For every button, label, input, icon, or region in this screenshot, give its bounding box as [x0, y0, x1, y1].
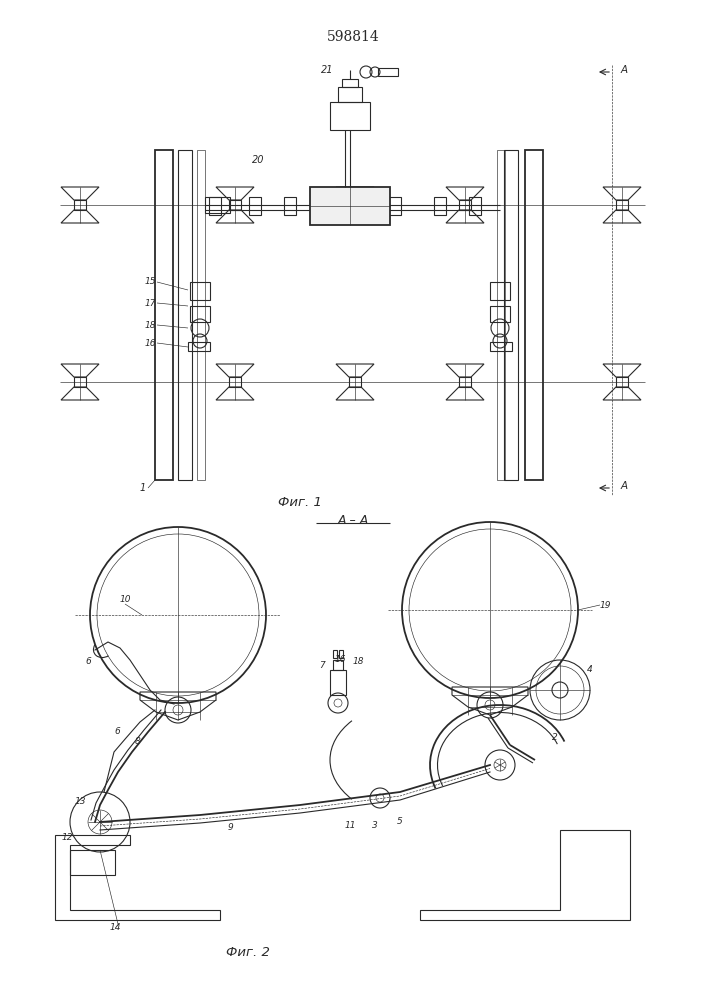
Text: 6: 6 [85, 658, 91, 666]
Bar [229, 377, 241, 387]
Text: 11: 11 [344, 820, 356, 830]
Text: А: А [621, 65, 628, 75]
Text: 10: 10 [119, 595, 131, 604]
Bar [338, 87, 362, 102]
Bar [310, 187, 390, 225]
Bar [490, 342, 512, 351]
Bar [389, 197, 401, 215]
Bar [209, 197, 221, 215]
Text: 6: 6 [115, 728, 120, 736]
Bar [330, 102, 370, 130]
Text: Фиг. 1: Фиг. 1 [278, 495, 322, 508]
Text: 20: 20 [252, 155, 264, 165]
Text: Фиг. 2: Фиг. 2 [226, 946, 270, 958]
Bar [504, 150, 518, 480]
Text: 18: 18 [352, 658, 363, 666]
Text: 16: 16 [334, 656, 346, 664]
Bar [525, 150, 543, 480]
Text: 15: 15 [144, 277, 156, 286]
Bar [190, 282, 210, 300]
Bar [70, 850, 115, 875]
Bar [284, 197, 296, 215]
Text: А – А: А – А [337, 514, 368, 526]
Bar [74, 200, 86, 210]
Text: 12: 12 [62, 834, 73, 842]
Bar [197, 150, 205, 480]
Bar [74, 377, 86, 387]
Text: 9: 9 [227, 824, 233, 832]
Bar [378, 68, 398, 76]
Bar [333, 650, 337, 658]
Bar [188, 342, 210, 351]
Bar [229, 200, 241, 210]
Text: 2: 2 [552, 734, 558, 742]
Bar [330, 670, 346, 695]
Bar [349, 377, 361, 387]
Text: 1: 1 [140, 483, 146, 493]
Bar [497, 150, 505, 480]
Bar [459, 200, 471, 210]
Bar [155, 150, 173, 480]
Bar [333, 660, 343, 670]
Bar [205, 197, 230, 213]
Text: А: А [621, 481, 628, 491]
Bar [459, 377, 471, 387]
Bar [249, 197, 261, 215]
Text: 14: 14 [110, 924, 121, 932]
Text: 16: 16 [144, 338, 156, 348]
Text: 3: 3 [372, 820, 378, 830]
Text: 5: 5 [397, 818, 403, 826]
Bar [616, 377, 628, 387]
Text: 598814: 598814 [327, 30, 380, 44]
Bar [178, 150, 192, 480]
Text: 7: 7 [319, 660, 325, 670]
Bar [490, 282, 510, 300]
Bar [469, 197, 481, 215]
Text: 21: 21 [321, 65, 333, 75]
Text: 4: 4 [587, 666, 593, 674]
Bar [616, 200, 628, 210]
Bar [490, 306, 510, 322]
Bar [190, 306, 210, 322]
Text: 8: 8 [135, 738, 141, 746]
Bar [349, 200, 361, 210]
Text: 18: 18 [144, 320, 156, 330]
Bar [342, 79, 358, 87]
Bar [434, 197, 446, 215]
Text: 17: 17 [144, 298, 156, 308]
Text: 13: 13 [74, 798, 86, 806]
Text: 19: 19 [600, 600, 611, 609]
Bar [339, 650, 343, 658]
Bar [339, 197, 351, 215]
